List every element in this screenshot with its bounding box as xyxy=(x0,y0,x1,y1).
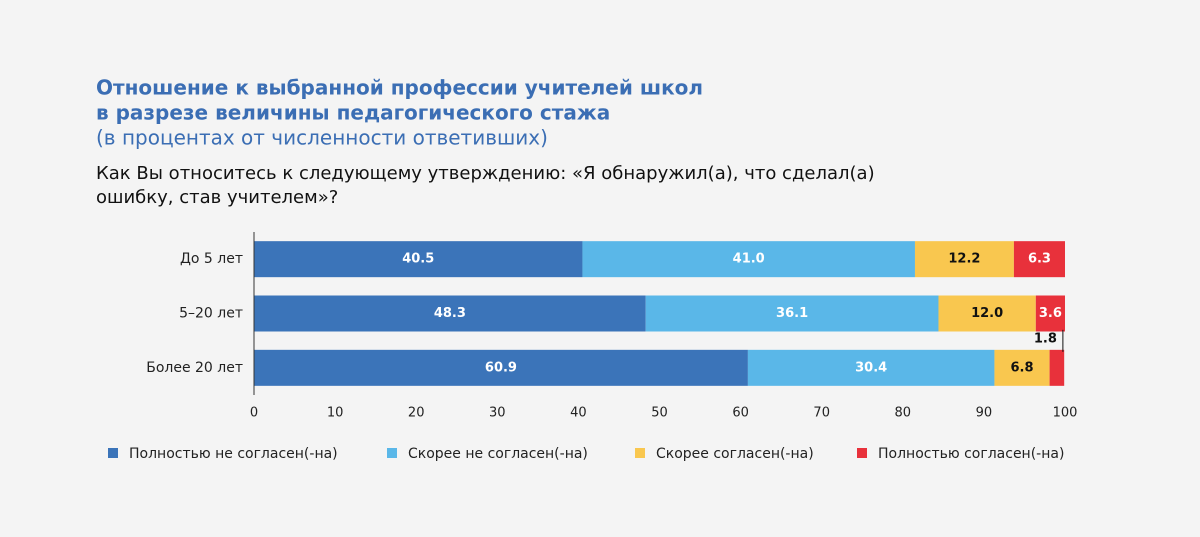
bar-segment xyxy=(645,295,939,332)
x-tick-label: 60 xyxy=(732,406,749,421)
y-tick-label: 5–20 лет xyxy=(179,306,243,322)
x-tick-label: 30 xyxy=(489,406,506,421)
data-label: 30.4 xyxy=(855,360,887,375)
legend-label: Полностью не согласен(-на) xyxy=(129,446,338,462)
bar-segment xyxy=(938,295,1036,332)
x-tick-label: 10 xyxy=(327,406,344,421)
bar-segment xyxy=(254,241,583,278)
data-label: 36.1 xyxy=(776,306,808,321)
data-label: 1.8 xyxy=(1034,331,1057,346)
bar-segment xyxy=(1035,295,1065,332)
bar-segment xyxy=(914,241,1014,278)
data-label: 12.0 xyxy=(971,306,1003,321)
data-label: 6.3 xyxy=(1028,252,1051,267)
bar-segment xyxy=(994,349,1050,386)
x-tick-label: 70 xyxy=(813,406,830,421)
x-tick-label: 0 xyxy=(250,406,258,421)
legend-label: Полностью согласен(-на) xyxy=(878,446,1064,462)
data-label: 40.5 xyxy=(402,252,434,267)
x-tick-label: 100 xyxy=(1053,406,1078,421)
bar-segment xyxy=(254,349,748,386)
y-tick-label: До 5 лет xyxy=(180,251,243,267)
bar-segment xyxy=(747,349,995,386)
legend-label: Скорее согласен(-на) xyxy=(656,446,814,462)
x-tick-label: 80 xyxy=(895,406,912,421)
legend-swatch xyxy=(387,448,397,458)
bar-segment xyxy=(254,295,646,332)
chart-title: Отношение к выбранной профессии учителей… xyxy=(96,76,703,100)
legend-swatch xyxy=(857,448,867,458)
chart-subtitle: (в процентах от численности ответивших) xyxy=(96,126,548,150)
data-label: 12.2 xyxy=(948,252,980,267)
x-tick-label: 20 xyxy=(408,406,425,421)
legend-swatch xyxy=(108,448,118,458)
bar-segment xyxy=(1013,241,1065,278)
y-tick-label: Более 20 лет xyxy=(146,360,243,376)
legend-swatch xyxy=(635,448,645,458)
legend-label: Скорее не согласен(-на) xyxy=(408,446,588,462)
bar-segment xyxy=(1049,349,1065,386)
data-label: 3.6 xyxy=(1039,306,1062,321)
x-tick-label: 50 xyxy=(651,406,668,421)
x-tick-label: 40 xyxy=(570,406,587,421)
x-tick-label: 90 xyxy=(976,406,993,421)
data-label: 41.0 xyxy=(733,252,765,267)
question: Как Вы относитесь к следующему утвержден… xyxy=(96,163,875,184)
question: ошибку, став учителем»? xyxy=(96,187,338,208)
chart-title: в разрезе величины педагогического стажа xyxy=(96,101,610,125)
bar-segment xyxy=(582,241,915,278)
data-label: 48.3 xyxy=(434,306,466,321)
data-label: 6.8 xyxy=(1011,360,1034,375)
data-label: 60.9 xyxy=(485,360,517,375)
